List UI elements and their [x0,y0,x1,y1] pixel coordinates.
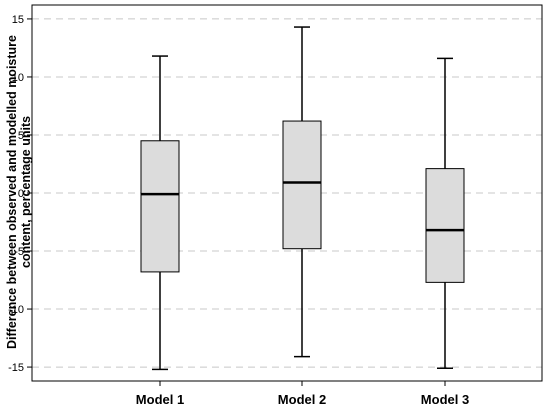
x-tick-label: Model 2 [278,392,326,407]
iqr-box [140,140,180,273]
y-tick-label: 10 [12,72,24,84]
y-axis-title-line-1: Difference between observed and modelled… [5,35,19,349]
box-2 [282,26,322,358]
y-tick-label: -15 [8,362,24,374]
y-axis: 15 10 5 0 -5 -10 -15 [8,14,32,374]
iqr-box [282,120,322,250]
y-tick-label: -5 [14,246,24,258]
y-tick-label: 0 [18,188,24,200]
y-tick-label: -10 [8,304,24,316]
y-axis-title-line-2: content, percentage units [19,116,33,268]
y-tick-label: 5 [18,130,24,142]
box-1 [140,55,180,371]
box-3 [425,57,465,369]
x-tick-label: Model 1 [136,392,184,407]
boxes-group [140,26,465,371]
x-axis: Model 1 Model 2 Model 3 [136,381,469,407]
x-tick-label: Model 3 [421,392,469,407]
y-tick-label: 15 [12,14,24,26]
iqr-box [425,168,465,283]
